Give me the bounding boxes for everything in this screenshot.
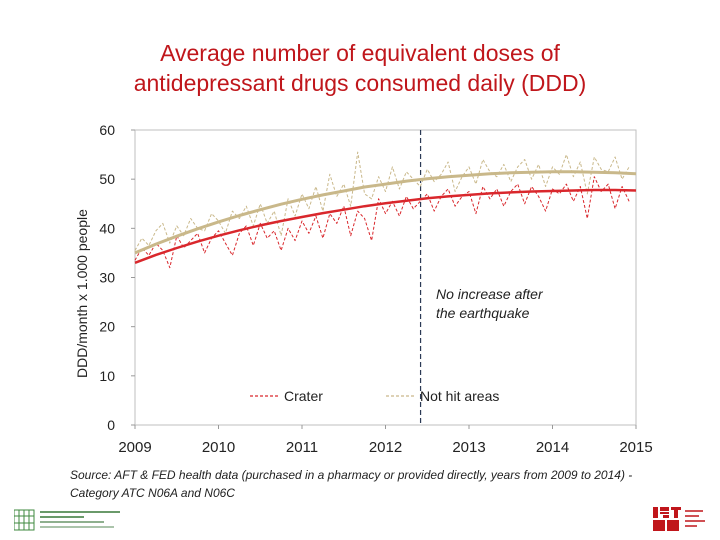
legend-label-not-hit: Not hit areas — [420, 388, 499, 404]
annotation-line-2: the earthquake — [436, 305, 530, 321]
trend-line-crater — [134, 188, 637, 264]
chart-title-line-1: Average number of equivalent doses of — [160, 40, 560, 66]
plot-frame — [134, 129, 637, 426]
institution-logo-left — [14, 509, 120, 531]
y-tick-label: 20 — [99, 319, 115, 335]
x-tick-label: 2014 — [536, 439, 569, 456]
y-tick-label: 60 — [99, 122, 115, 138]
source-note: Source: AFT & FED health data (purchased… — [70, 468, 633, 500]
x-tick-label: 2011 — [286, 439, 318, 456]
institution-logo-right — [653, 507, 705, 531]
chart-title: Average number of equivalent doses of an… — [0, 38, 720, 98]
trend-line-not-hit — [134, 170, 637, 255]
x-tick-label: 2009 — [118, 439, 151, 456]
y-tick-label: 30 — [99, 270, 115, 286]
y-tick-label: 0 — [107, 417, 115, 433]
x-tick-label: 2015 — [619, 439, 652, 456]
x-tick-label: 2012 — [369, 439, 402, 456]
annotation-line-1: No increase after — [436, 286, 543, 302]
legend-label-crater: Crater — [284, 388, 323, 404]
x-tick-label: 2013 — [452, 439, 485, 456]
y-tick-label: 40 — [99, 220, 115, 236]
y-axis-label: DDD/month x 1.000 people — [74, 209, 90, 378]
earthquake-annotation: No increase after the earthquake — [436, 285, 543, 323]
series-line-crater — [134, 176, 630, 269]
y-tick-label: 10 — [99, 368, 115, 384]
series-line-not-hit — [134, 151, 630, 251]
x-tick-label: 2010 — [202, 439, 235, 456]
y-tick-label: 50 — [99, 171, 115, 187]
chart-title-line-2: antidepressant drugs consumed daily (DDD… — [133, 70, 587, 96]
